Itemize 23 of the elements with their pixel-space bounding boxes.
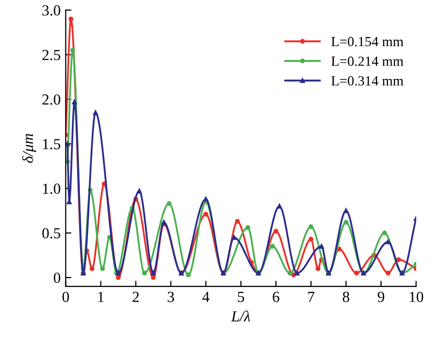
y-tick-label: 2.0 [42, 94, 60, 105]
x-tick-label: 3 [168, 292, 174, 302]
y-axis-title: δ/μm [22, 134, 36, 163]
x-tick-label: 9 [378, 292, 384, 302]
x-tick-label: 4 [202, 292, 210, 302]
x-tick-label: 8 [342, 292, 350, 302]
legend-label: L=0.314 mm [331, 76, 404, 86]
x-tick-label: 0 [62, 292, 69, 302]
y-tick-label: 1.0 [43, 184, 60, 194]
x-tick-label: 10 [410, 292, 424, 302]
y-tick-label: 1.5 [43, 139, 60, 150]
x-tick-label: 7 [308, 292, 314, 302]
y-tick-label: 3.0 [42, 5, 60, 16]
legend-label: L=0.214 mm [331, 56, 404, 66]
y-tick-label: 0.5 [42, 228, 60, 238]
x-axis-title: L/λ [231, 310, 250, 322]
legend-label: L=0.154 mm [331, 36, 404, 46]
x-tick-label: 2 [132, 292, 139, 302]
x-tick-label: 1 [98, 292, 104, 302]
x-tick-label: 5 [238, 292, 244, 302]
y-tick-label: 2.5 [42, 50, 60, 60]
x-tick-label: 6 [272, 292, 280, 302]
y-tick-label: 0 [54, 272, 60, 283]
